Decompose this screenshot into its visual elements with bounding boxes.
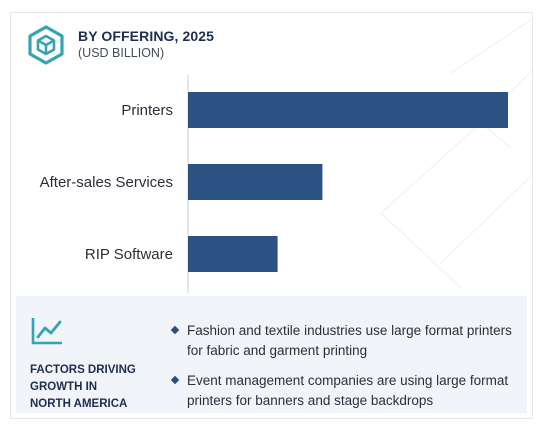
factors-heading-line: GROWTH IN bbox=[30, 379, 160, 396]
category-label: Printers bbox=[121, 102, 173, 119]
factors-heading-line: FACTORS DRIVING bbox=[30, 362, 160, 379]
bar-chart: Printers After-sales Services RIP Software bbox=[11, 13, 533, 298]
factor-item: Event management companies are using lar… bbox=[170, 371, 520, 411]
chart-card: BY OFFERING, 2025 (USD BILLION) Printers… bbox=[10, 12, 533, 419]
factor-item: Fashion and textile industries use large… bbox=[170, 321, 520, 361]
factors-heading: FACTORS DRIVING GROWTH IN NORTH AMERICA bbox=[30, 362, 160, 413]
factor-text: Fashion and textile industries use large… bbox=[187, 323, 512, 358]
diamond-bullet-icon bbox=[171, 376, 179, 384]
category-label: RIP Software bbox=[85, 246, 173, 263]
factors-panel: FACTORS DRIVING GROWTH IN NORTH AMERICA … bbox=[16, 296, 527, 413]
trend-line-icon bbox=[30, 316, 64, 346]
factor-text: Event management companies are using lar… bbox=[187, 373, 508, 408]
bar-rip-software bbox=[188, 236, 278, 272]
category-label: After-sales Services bbox=[40, 174, 173, 191]
bar-after-sales-services bbox=[188, 164, 322, 200]
bar-printers bbox=[188, 92, 508, 128]
factors-list: Fashion and textile industries use large… bbox=[170, 321, 520, 419]
diamond-bullet-icon bbox=[171, 326, 179, 334]
factors-heading-line: NORTH AMERICA bbox=[30, 396, 160, 413]
